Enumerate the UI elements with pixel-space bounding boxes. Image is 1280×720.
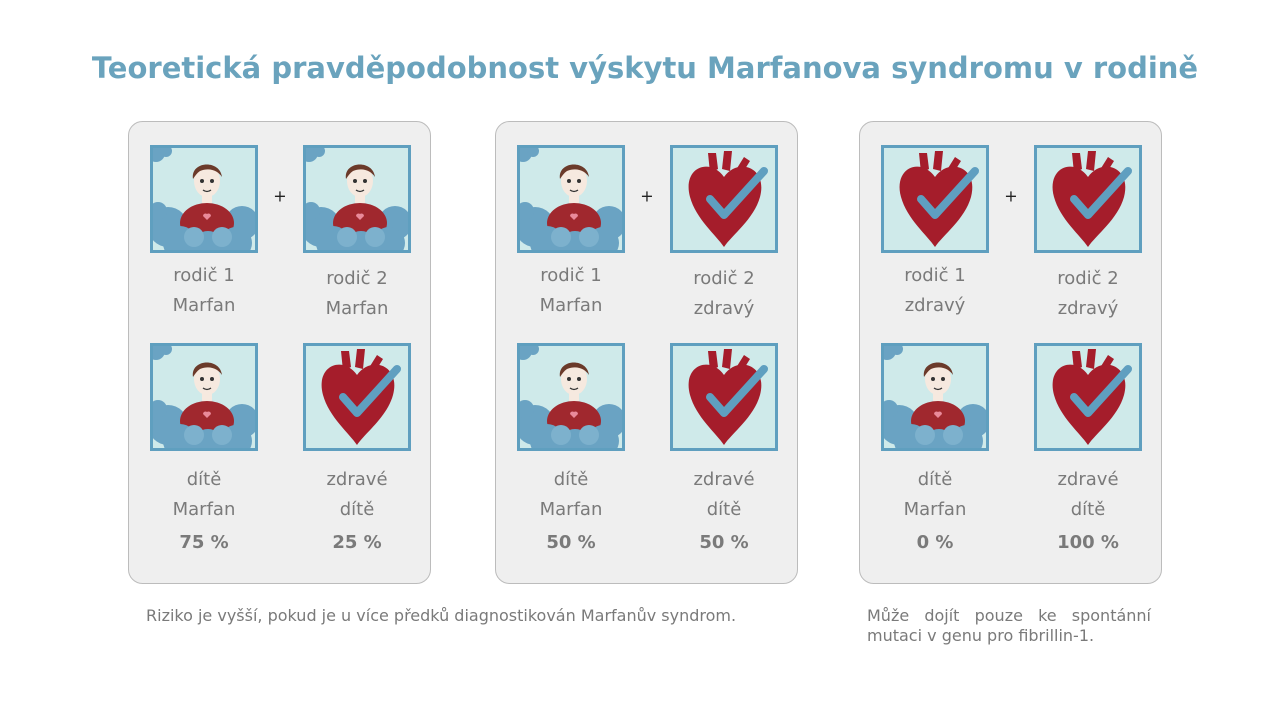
child-label: zdravé [1057,469,1118,490]
parent-status: zdravý [1058,298,1119,319]
parent-status: zdravý [905,295,966,316]
parent-status: Marfan [173,295,236,316]
note: Riziko je vyšší, pokud je u více předků … [146,606,737,625]
parent-label: rodič 1 [904,265,966,286]
child-label: dítě [918,469,953,490]
child-label: zdravé [693,469,754,490]
child-label: zdravé [326,469,387,490]
parent-status: Marfan [326,298,389,319]
parent-label: rodič 1 [173,265,235,286]
child-percent: 100 % [1057,532,1119,553]
parent-status: Marfan [540,295,603,316]
child-icon [1036,345,1141,450]
child-percent: 50 % [699,532,748,553]
parent-icon [883,147,988,252]
child-icon [517,343,625,451]
plus-sign: + [640,187,653,206]
parent-label: rodič 1 [540,265,602,286]
parent-icon [1036,147,1141,252]
plus-sign: + [1004,187,1017,206]
parent-label: rodič 2 [693,268,755,289]
child-label: dítě [1071,499,1106,520]
child-percent: 0 % [917,532,954,553]
child-label: Marfan [904,499,967,520]
child-label: Marfan [173,499,236,520]
parent-label: rodič 2 [1057,268,1119,289]
child-percent: 75 % [179,532,228,553]
parent-icon [517,145,625,253]
child-percent: 50 % [546,532,595,553]
title: Teoretická pravděpodobnost výskytu Marfa… [92,51,1198,85]
parent-icon [150,145,258,253]
parent-label: rodič 2 [326,268,388,289]
child-percent: 25 % [332,532,381,553]
child-label: dítě [707,499,742,520]
child-icon [881,343,989,451]
child-label: Marfan [540,499,603,520]
child-icon [305,345,410,450]
note: Může dojít pouze ke spontánní mutaci v g… [867,606,1151,645]
child-icon [672,345,777,450]
plus-sign: + [273,187,286,206]
parent-icon [303,145,411,253]
child-label: dítě [187,469,222,490]
child-icon [150,343,258,451]
child-label: dítě [340,499,375,520]
parent-icon [672,147,777,252]
child-label: dítě [554,469,589,490]
parent-status: zdravý [694,298,755,319]
